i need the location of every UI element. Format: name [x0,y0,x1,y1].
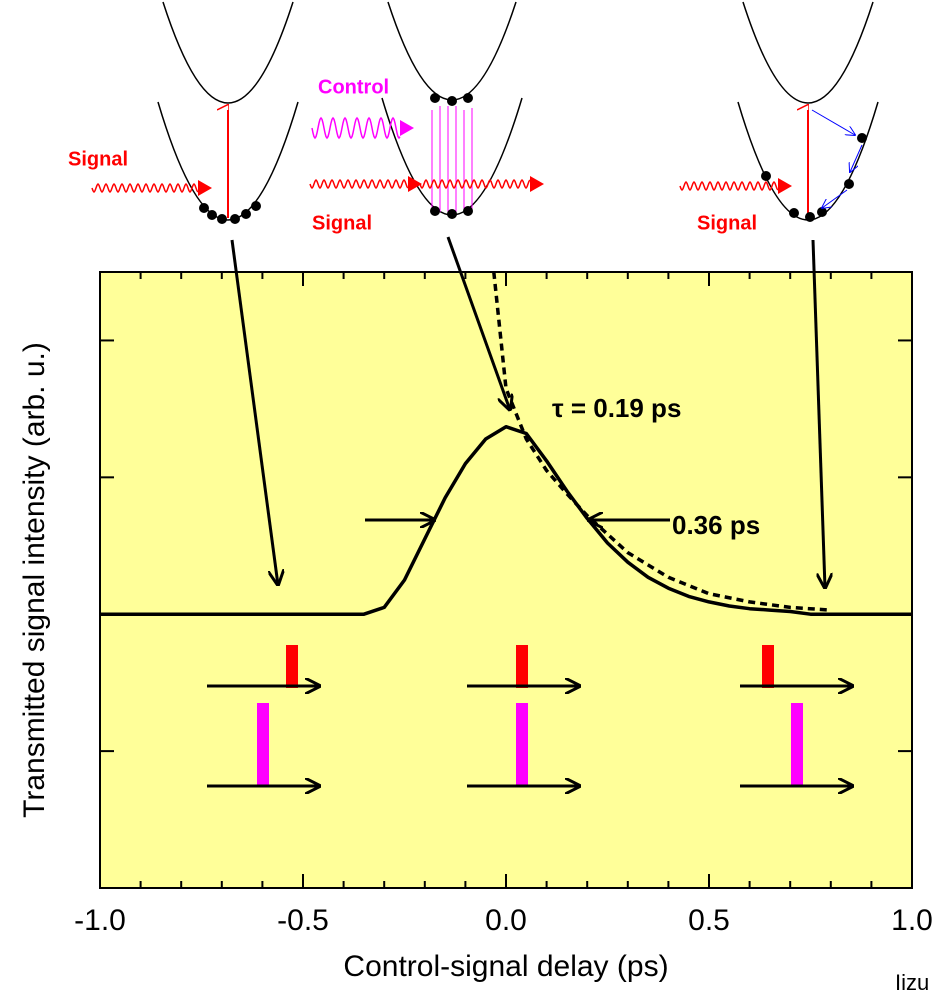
x-tick-label: 0.5 [688,904,730,937]
electrons [430,93,473,219]
data-line [492,271,831,612]
parabola [387,1,517,101]
signal-label: Signal [68,148,128,170]
time-arrows [207,686,853,786]
wave [309,178,409,190]
plot-area [99,271,913,889]
control-label: Control [318,76,389,98]
parabola [157,101,299,221]
signal-label: Signal [312,212,372,234]
x-tick-label: -1.0 [74,904,126,937]
relaxation-arrows [811,109,863,208]
y-axis-label: Transmitted signal intensity (arb. u.) [18,342,51,818]
x-tick-label: 0.0 [485,904,527,937]
wave-head [198,180,212,196]
x-tick-label: -0.5 [277,904,329,937]
transition-lines [431,106,473,212]
data-line [100,424,912,616]
pulse-bars [257,645,803,786]
wave [419,178,531,190]
wave [91,182,199,194]
electrons [761,133,867,222]
wave-head [400,120,414,136]
pointer-arrows [230,236,825,588]
wave-head [530,176,544,192]
tau-label: τ = 0.19 ps [552,393,681,423]
wave [311,116,401,140]
signal-label: Signal [697,212,757,234]
electrons [199,201,261,224]
parabola [162,1,294,104]
fwhm-label: 0.36 ps [672,510,760,540]
wave-head [408,176,422,192]
parabola [742,1,874,104]
parabola [381,97,523,216]
credit: Iizu [895,970,929,994]
x-tick-label: 1.0 [891,904,933,937]
x-axis-label: Control-signal delay (ps) [343,950,668,983]
diagrams [157,1,879,786]
wave-head [778,178,792,194]
wave [679,180,779,192]
pulses [91,116,792,196]
